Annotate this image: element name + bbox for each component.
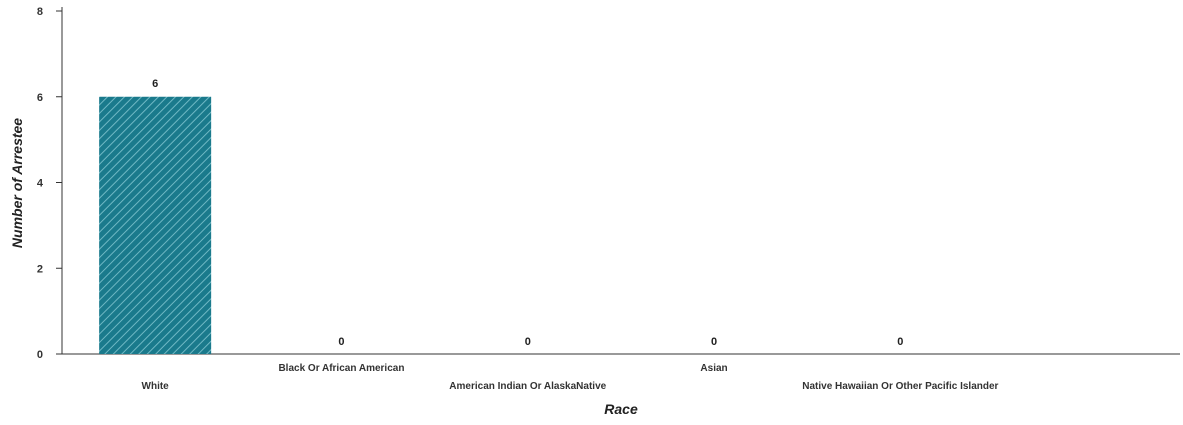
y-tick-label: 4 (37, 178, 44, 190)
data-label: 0 (897, 336, 903, 348)
x-tick-label: American Indian Or AlaskaNative (449, 381, 606, 392)
bars (99, 96, 212, 354)
y-tick-label: 2 (37, 263, 43, 275)
y-tick-label: 6 (37, 92, 43, 104)
x-tick-label: Asian (700, 363, 727, 374)
bar[interactable] (99, 96, 212, 354)
data-label: 0 (711, 336, 717, 348)
x-tick-label: Native Hawaiian Or Other Pacific Islande… (802, 381, 998, 392)
y-axis: 0 2 4 6 8 (37, 6, 63, 361)
y-axis-title: Number of Arrestee (9, 118, 25, 248)
x-axis-title: Race (604, 401, 638, 417)
data-label: 6 (152, 78, 158, 90)
data-label: 0 (338, 336, 344, 348)
y-tick-label: 8 (37, 6, 43, 18)
x-axis: White Black Or African American American I… (62, 353, 1180, 392)
x-tick-label: Black Or African American (278, 363, 404, 374)
y-tick-label: 0 (37, 349, 43, 361)
data-label: 0 (525, 336, 531, 348)
x-tick-label: White (142, 381, 170, 392)
data-labels: 6 0 0 0 0 (152, 78, 903, 348)
